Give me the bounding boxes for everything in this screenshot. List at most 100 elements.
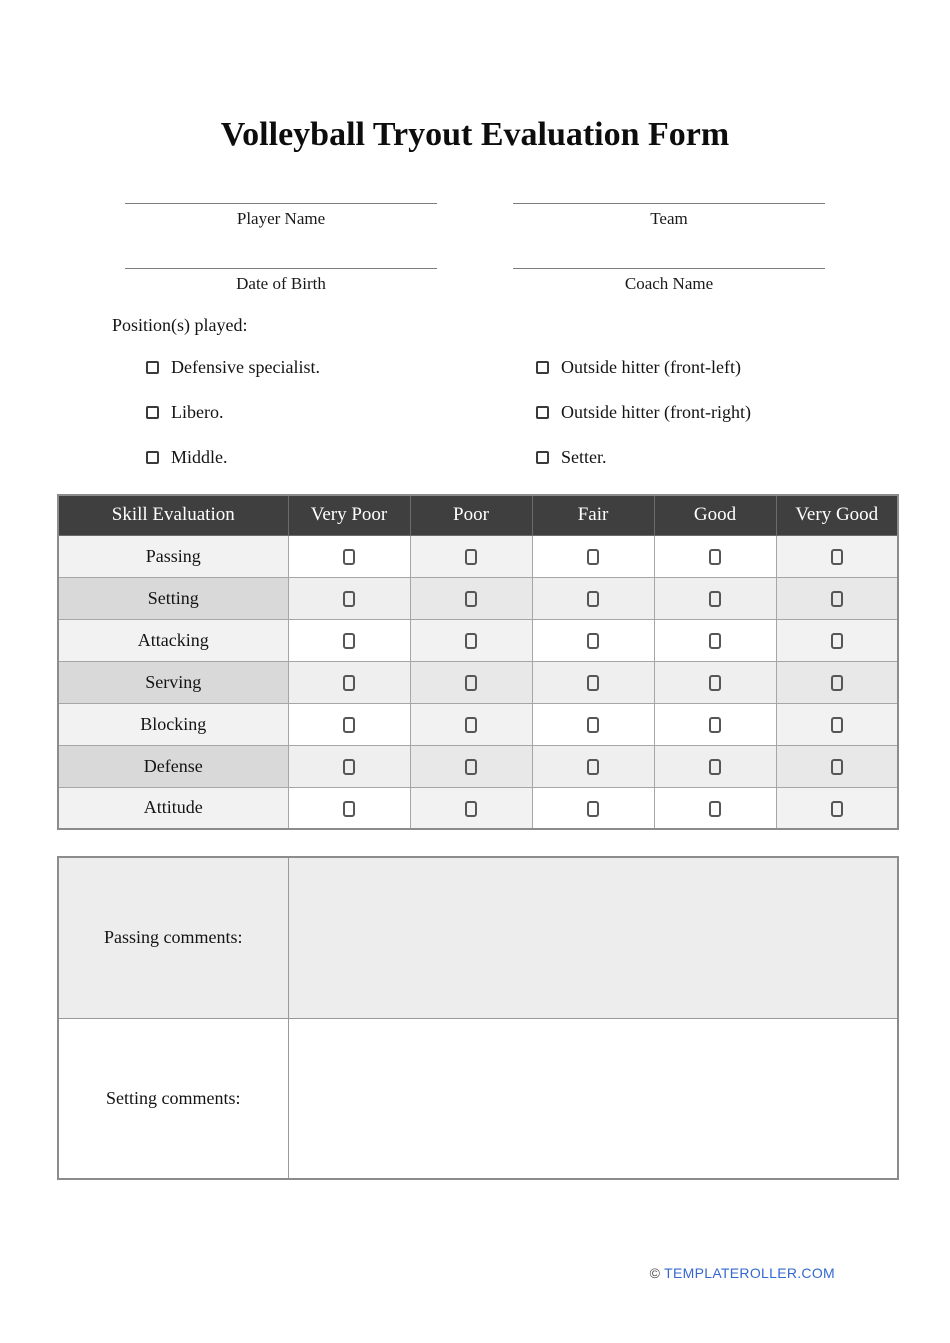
rating-cell-very-poor (287, 534, 411, 578)
skill-row-label: Passing (57, 534, 289, 578)
field-date-of-birth: Date of Birth (125, 245, 437, 294)
positions-right-column: Outside hitter (front-left) Outside hitt… (536, 345, 950, 480)
rating-checkbox-very-good[interactable] (830, 759, 843, 776)
field-coach-name: Coach Name (513, 245, 825, 294)
skill-table-row: Setting (57, 576, 899, 620)
rating-checkbox-very-good[interactable] (830, 549, 843, 566)
setting-comments-label: Setting comments: (57, 1017, 289, 1180)
rating-cell-fair (531, 702, 655, 746)
rating-cell-fair (531, 660, 655, 704)
team-line[interactable] (513, 180, 825, 204)
date-of-birth-line[interactable] (125, 245, 437, 269)
rating-cell-good (653, 576, 777, 620)
rating-cell-very-poor (287, 702, 411, 746)
rating-checkbox-fair[interactable] (587, 717, 599, 734)
rating-checkbox-poor[interactable] (465, 549, 477, 566)
rating-checkbox-fair[interactable] (587, 633, 599, 650)
skill-table-row: Serving (57, 660, 899, 704)
rating-checkbox-fair[interactable] (587, 675, 599, 692)
rating-checkbox-poor[interactable] (465, 759, 477, 776)
rating-checkbox-very-poor[interactable] (343, 549, 355, 566)
rating-cell-very-poor (287, 786, 411, 830)
player-name-line[interactable] (125, 180, 437, 204)
header-very-poor: Very Poor (287, 494, 411, 536)
rating-checkbox-poor[interactable] (465, 717, 477, 734)
position-label: Middle. (171, 447, 228, 467)
rating-checkbox-fair[interactable] (587, 591, 599, 608)
rating-checkbox-very-poor[interactable] (343, 633, 355, 650)
rating-cell-good (653, 744, 777, 788)
rating-checkbox-poor[interactable] (465, 801, 477, 818)
rating-checkbox-very-good[interactable] (830, 633, 843, 650)
field-player-name: Player Name (125, 180, 437, 229)
position-checkbox-defensive-specialist[interactable] (146, 361, 159, 374)
rating-cell-poor (409, 786, 533, 830)
position-checkbox-middle[interactable] (146, 451, 159, 464)
skill-row-label: Setting (57, 576, 289, 620)
skill-table-row: Attacking (57, 618, 899, 662)
rating-checkbox-very-poor[interactable] (343, 591, 355, 608)
position-option-defensive-specialist: Defensive specialist. (146, 345, 536, 390)
rating-checkbox-good[interactable] (709, 549, 721, 566)
rating-checkbox-good[interactable] (709, 675, 721, 692)
position-label: Libero. (171, 402, 224, 422)
rating-checkbox-very-poor[interactable] (343, 717, 355, 734)
date-of-birth-label: Date of Birth (236, 274, 326, 293)
rating-cell-very-good (775, 618, 899, 662)
rating-checkbox-very-good[interactable] (830, 801, 843, 818)
position-option-outside-hitter-front-right: Outside hitter (front-right) (536, 390, 950, 435)
rating-cell-very-good (775, 702, 899, 746)
positions-list: Defensive specialist. Libero. Middle. Ou… (146, 345, 950, 480)
rating-checkbox-poor[interactable] (465, 633, 477, 650)
rating-checkbox-very-poor[interactable] (343, 675, 355, 692)
position-option-middle: Middle. (146, 435, 536, 480)
rating-checkbox-very-poor[interactable] (343, 801, 355, 818)
skill-table-row: Passing (57, 534, 899, 578)
rating-checkbox-good[interactable] (709, 801, 721, 818)
rating-cell-poor (409, 660, 533, 704)
position-checkbox-setter[interactable] (536, 451, 549, 464)
rating-checkbox-fair[interactable] (587, 759, 599, 776)
coach-name-line[interactable] (513, 245, 825, 269)
rating-cell-very-good (775, 786, 899, 830)
rating-cell-poor (409, 744, 533, 788)
footer: © TEMPLATEROLLER.COM (650, 1265, 835, 1281)
rating-checkbox-very-poor[interactable] (343, 759, 355, 776)
position-option-libero: Libero. (146, 390, 536, 435)
rating-checkbox-poor[interactable] (465, 591, 477, 608)
position-label: Defensive specialist. (171, 357, 320, 377)
rating-cell-poor (409, 702, 533, 746)
rating-checkbox-very-good[interactable] (830, 591, 843, 608)
skill-table-row: Attitude (57, 786, 899, 830)
rating-cell-very-poor (287, 618, 411, 662)
rating-checkbox-poor[interactable] (465, 675, 477, 692)
rating-checkbox-good[interactable] (709, 717, 721, 734)
coach-name-label: Coach Name (624, 274, 714, 293)
skill-row-label: Attitude (57, 786, 289, 830)
page-title: Volleyball Tryout Evaluation Form (220, 116, 730, 153)
rating-cell-good (653, 786, 777, 830)
rating-checkbox-good[interactable] (709, 591, 721, 608)
rating-cell-very-good (775, 576, 899, 620)
rating-cell-fair (531, 534, 655, 578)
position-checkbox-outside-hitter-front-left[interactable] (536, 361, 549, 374)
passing-comments-area[interactable] (287, 856, 899, 1019)
comments-table: Passing comments: Setting comments: (57, 856, 899, 1180)
rating-checkbox-good[interactable] (709, 759, 721, 776)
position-checkbox-outside-hitter-front-right[interactable] (536, 406, 549, 419)
templateroller-link[interactable]: TEMPLATEROLLER.COM (664, 1265, 835, 1281)
rating-checkbox-very-good[interactable] (830, 717, 843, 734)
rating-cell-poor (409, 618, 533, 662)
rating-cell-very-poor (287, 744, 411, 788)
passing-comments-label: Passing comments: (57, 856, 289, 1019)
rating-checkbox-fair[interactable] (587, 801, 599, 818)
rating-checkbox-good[interactable] (709, 633, 721, 650)
rating-checkbox-very-good[interactable] (830, 675, 843, 692)
skill-table-header-row: Skill Evaluation Very Poor Poor Fair Goo… (57, 494, 899, 536)
rating-cell-fair (531, 744, 655, 788)
rating-cell-poor (409, 534, 533, 578)
position-checkbox-libero[interactable] (146, 406, 159, 419)
setting-comments-area[interactable] (287, 1017, 899, 1180)
rating-checkbox-fair[interactable] (587, 549, 599, 566)
rating-cell-very-poor (287, 660, 411, 704)
